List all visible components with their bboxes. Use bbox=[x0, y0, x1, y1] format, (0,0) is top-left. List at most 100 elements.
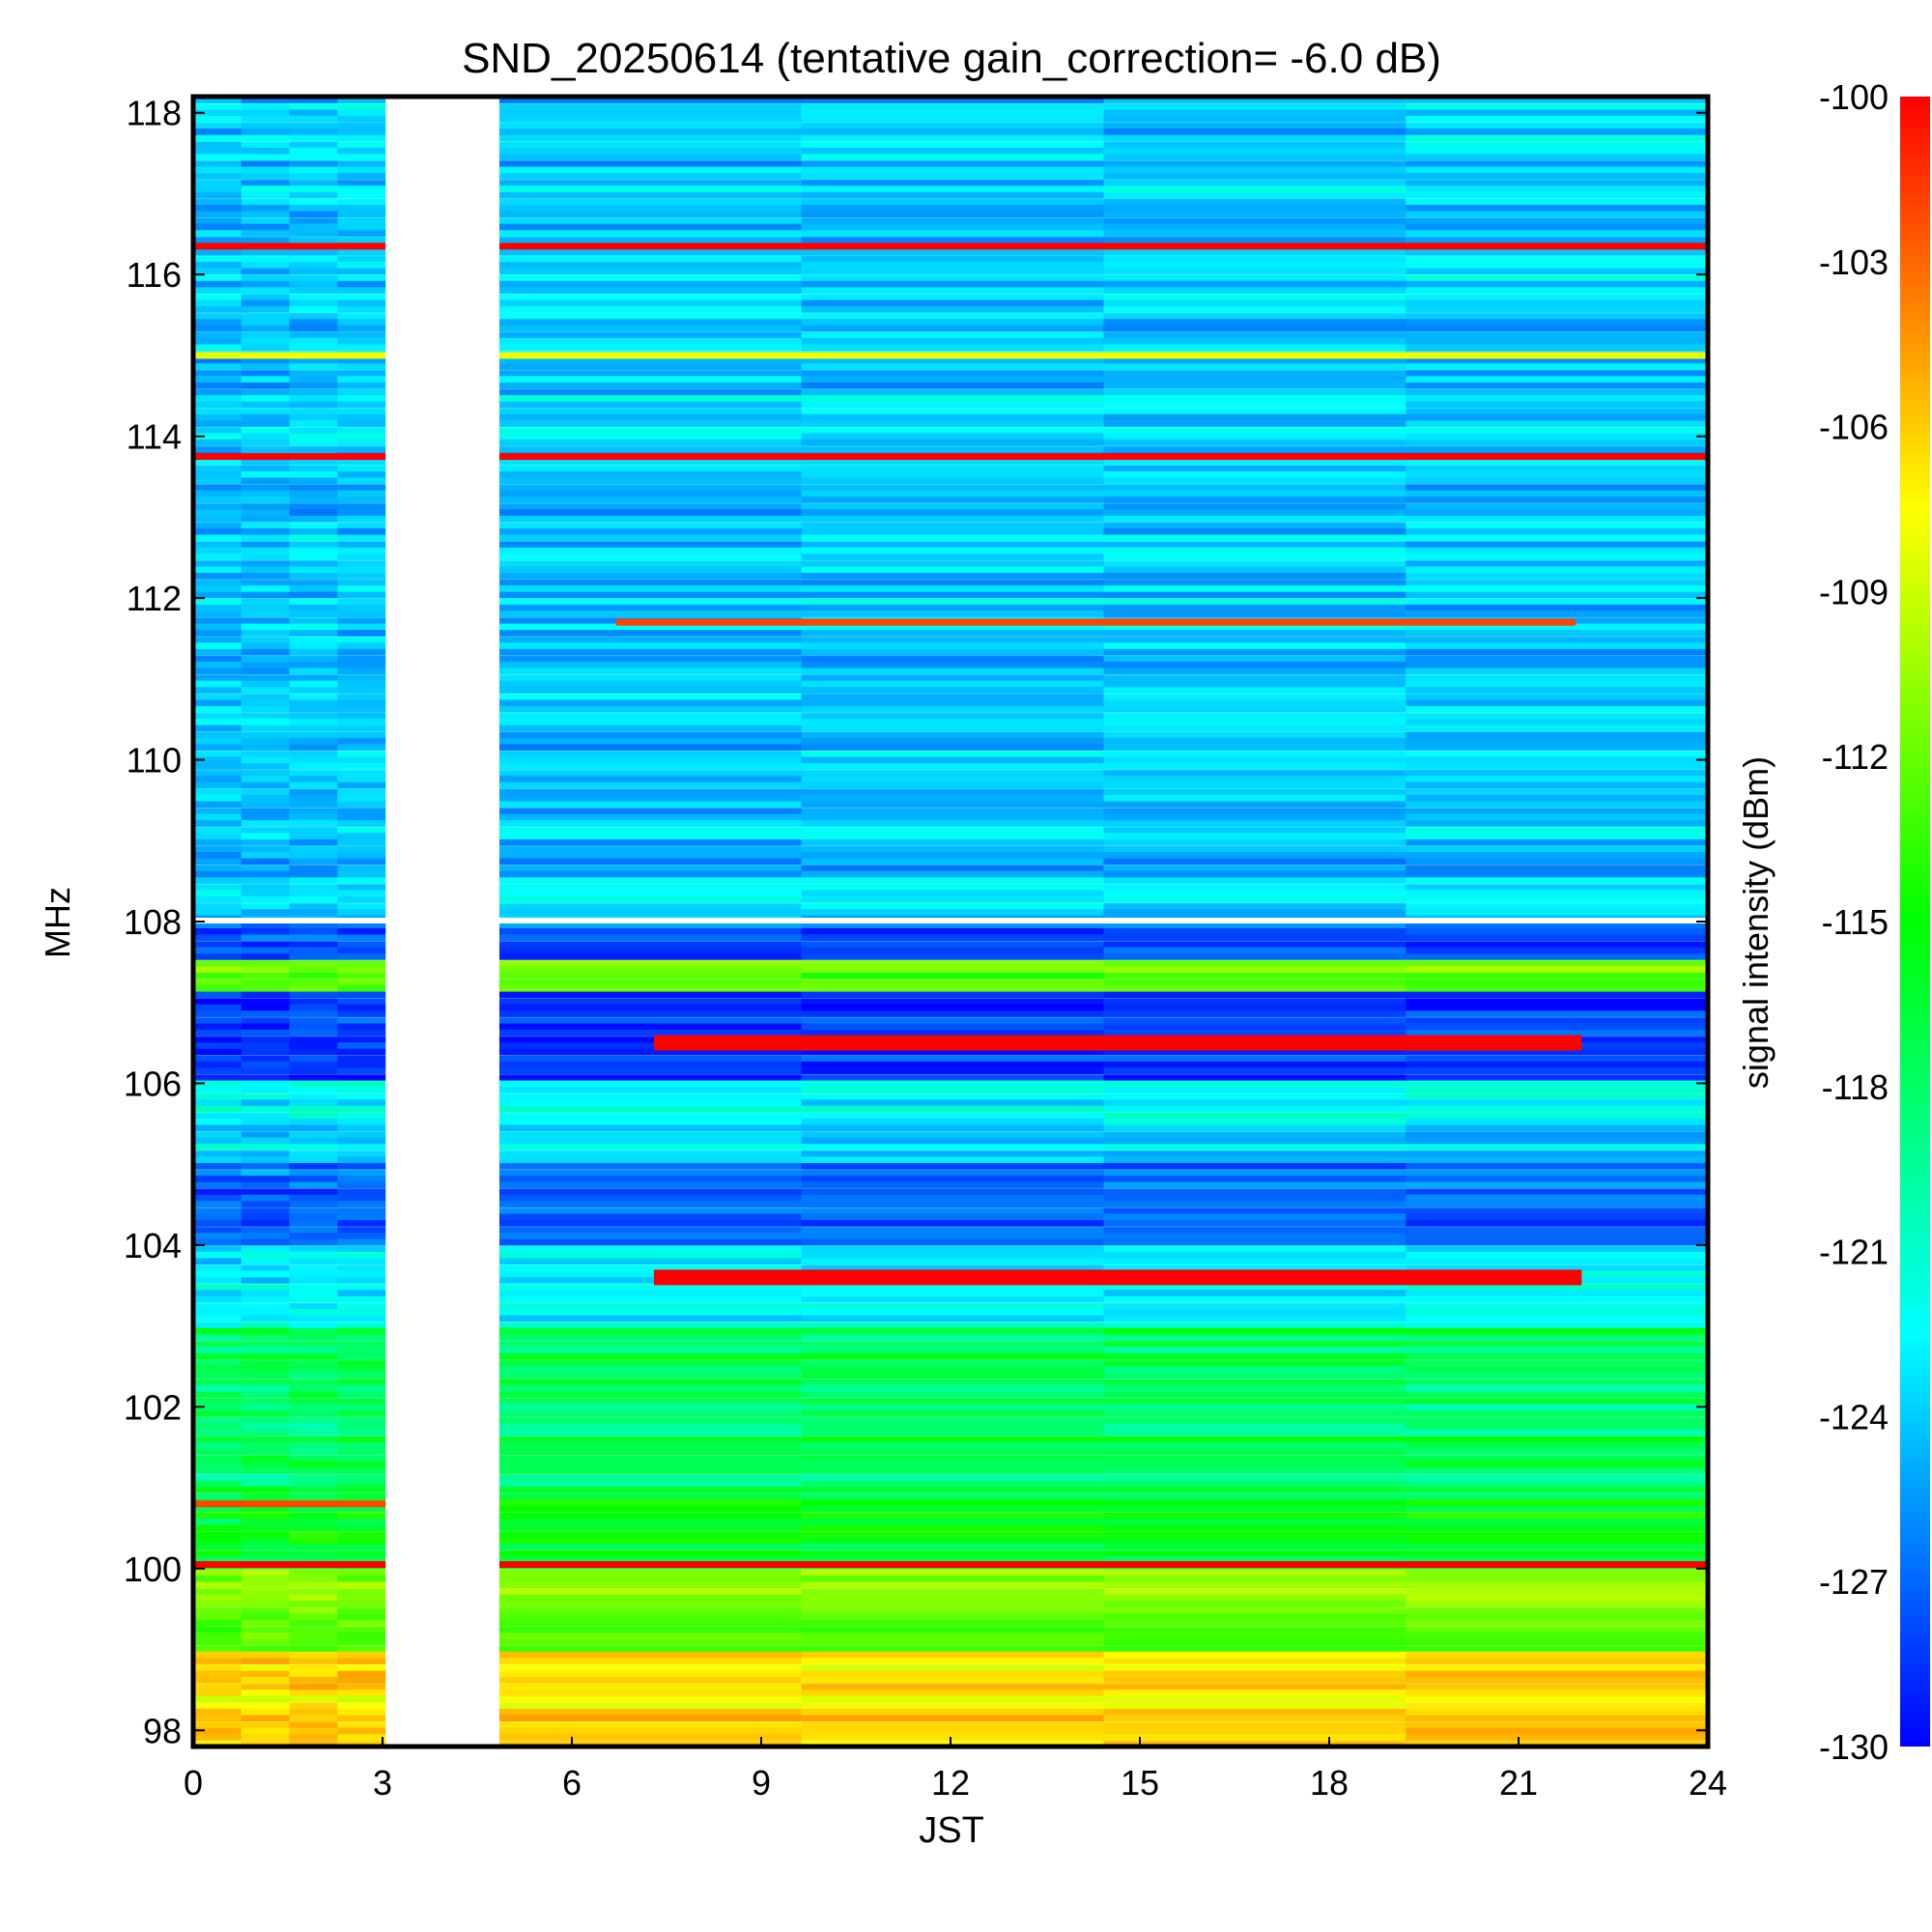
y-axis-label: MHz bbox=[38, 887, 77, 958]
spectrum-cell bbox=[1406, 1708, 1709, 1716]
y-tick-label: 98 bbox=[143, 1711, 182, 1750]
spectrum-cell bbox=[337, 1619, 386, 1627]
spectrum-cell bbox=[193, 616, 242, 624]
spectrum-cell bbox=[337, 337, 386, 345]
spectrum-cell bbox=[801, 1124, 1104, 1132]
spectrum-cell bbox=[193, 833, 242, 839]
spectrum-cell bbox=[241, 534, 291, 542]
spectrum-cell bbox=[193, 1575, 242, 1582]
spectrum-cell bbox=[801, 236, 1104, 243]
spectrum-cell bbox=[1103, 1448, 1406, 1456]
spectrum-cell bbox=[498, 1587, 803, 1595]
spectrum-cell bbox=[193, 109, 242, 117]
spectrum-cell bbox=[289, 1029, 338, 1037]
spectrum-cell bbox=[337, 1219, 386, 1227]
spectrum-cell bbox=[1406, 97, 1709, 103]
spectrum-cell bbox=[337, 268, 386, 275]
spectrum-cell bbox=[241, 1740, 291, 1747]
channel-separator bbox=[193, 597, 386, 599]
spectrum-cell bbox=[801, 845, 1104, 853]
spectrum-cell bbox=[498, 934, 803, 942]
spectrum-cell bbox=[337, 1594, 386, 1602]
spectrum-cell bbox=[289, 1276, 338, 1284]
spectrum-cell bbox=[193, 420, 242, 427]
spectrum-cell bbox=[1103, 102, 1406, 110]
spectrum-cell bbox=[1406, 1302, 1709, 1310]
spectrum-cell bbox=[337, 179, 386, 186]
spectrum-cell bbox=[1406, 1727, 1709, 1735]
spectrum-cell bbox=[337, 147, 386, 155]
spectrum-cell bbox=[193, 1378, 242, 1385]
spectrum-cell bbox=[241, 1023, 291, 1030]
spectrum-cell bbox=[801, 623, 1104, 631]
channel-separator bbox=[498, 1073, 1708, 1075]
spectrum-cell bbox=[1406, 1251, 1709, 1259]
spectrum-cell bbox=[498, 496, 803, 503]
spectrum-cell bbox=[289, 566, 338, 573]
spectrum-cell bbox=[1406, 1486, 1709, 1493]
spectrum-cell bbox=[498, 1454, 803, 1462]
spectrum-cell bbox=[801, 819, 1104, 827]
colorbar-tick-label: -103 bbox=[1819, 242, 1889, 282]
spectrum-cell bbox=[337, 1537, 386, 1545]
spectrum-cell bbox=[337, 611, 386, 617]
spectrum-cell bbox=[801, 1676, 1104, 1684]
spectrum-cell bbox=[193, 1569, 242, 1576]
spectrum-cell bbox=[801, 927, 1104, 935]
spectrum-cell bbox=[289, 1555, 338, 1563]
spectrum-cell bbox=[1103, 972, 1406, 980]
spectrum-cell bbox=[241, 185, 291, 192]
spectrum-cell bbox=[801, 737, 1104, 745]
spectrum-cell bbox=[193, 1409, 242, 1417]
spectrum-cell bbox=[193, 807, 242, 814]
spectrum-cell bbox=[289, 1708, 338, 1716]
spectrum-cell bbox=[801, 584, 1104, 592]
channel-separator bbox=[498, 559, 1708, 561]
spectrum-cell bbox=[337, 280, 386, 288]
spectrum-cell bbox=[193, 1023, 242, 1030]
spectrum-cell bbox=[498, 166, 803, 174]
spectrum-cell bbox=[241, 648, 291, 656]
spectrum-cell bbox=[193, 362, 242, 370]
spectrum-cell bbox=[801, 826, 1104, 834]
spectrum-cell bbox=[241, 952, 291, 960]
spectrum-cell bbox=[1103, 1327, 1406, 1335]
spectrum-cell bbox=[241, 870, 291, 878]
spectrum-cell bbox=[1406, 293, 1709, 300]
channel-separator bbox=[193, 236, 386, 238]
spectrum-cell bbox=[241, 1473, 291, 1481]
channel-separator bbox=[498, 236, 1708, 238]
colorbar-tick-label: -121 bbox=[1819, 1233, 1889, 1272]
spectrum-cell bbox=[241, 1169, 291, 1177]
spectrum-cell bbox=[241, 1048, 291, 1056]
spectrum-cell bbox=[1103, 730, 1406, 738]
spectrum-cell bbox=[337, 356, 386, 364]
channel-separator bbox=[498, 1150, 1708, 1151]
spectrum-cell bbox=[801, 1715, 1104, 1722]
spectrum-cell bbox=[801, 566, 1104, 573]
spectrum-cell bbox=[289, 597, 338, 605]
spectrum-cell bbox=[337, 864, 386, 871]
spectrum-cell bbox=[801, 1613, 1104, 1620]
spectrum-cell bbox=[1406, 407, 1709, 414]
spectrum-cell bbox=[1406, 1409, 1709, 1417]
spectrum-cell bbox=[801, 788, 1104, 795]
channel-separator bbox=[498, 1663, 1708, 1665]
spectrum-cell bbox=[193, 922, 242, 928]
channel-separator bbox=[193, 579, 386, 581]
spectrum-cell bbox=[289, 223, 338, 231]
spectrum-cell bbox=[1406, 470, 1709, 478]
channel-separator bbox=[498, 369, 1708, 371]
spectrum-cell bbox=[193, 769, 242, 777]
spectrum-cell bbox=[193, 154, 242, 160]
spectrum-cell bbox=[241, 1365, 291, 1373]
spectrum-cell bbox=[801, 1511, 1104, 1519]
spectrum-cell bbox=[337, 655, 386, 662]
spectrum-cell bbox=[289, 1143, 338, 1151]
spectrum-cell bbox=[498, 509, 803, 516]
spectrum-cell bbox=[193, 1454, 242, 1462]
spectrum-cell bbox=[337, 1112, 386, 1119]
spectrum-cell bbox=[801, 591, 1104, 599]
spectrum-cell bbox=[337, 858, 386, 866]
spectrum-cell bbox=[289, 216, 338, 224]
